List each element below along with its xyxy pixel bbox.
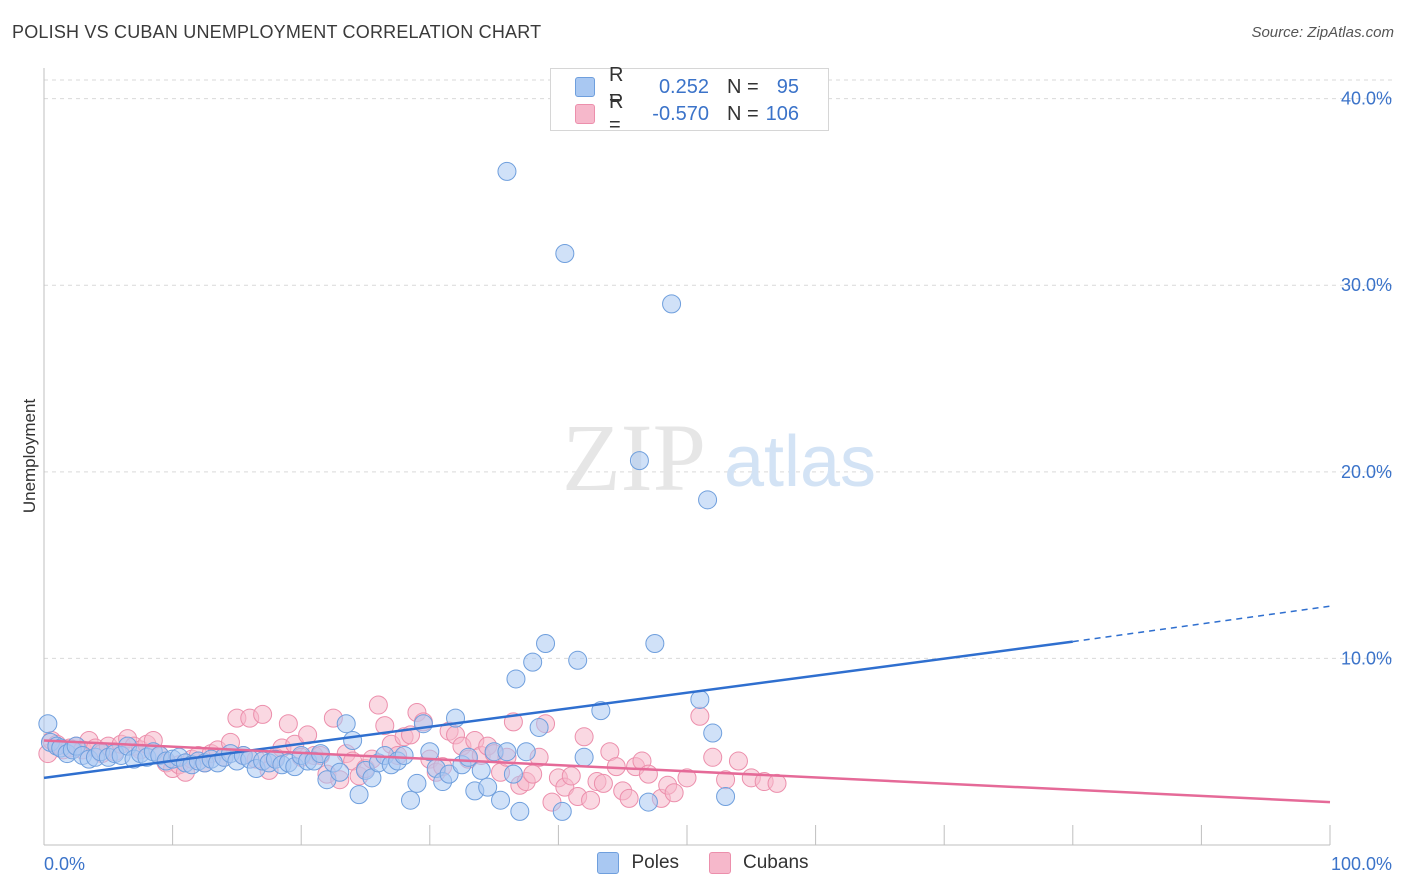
poles-point — [638, 792, 658, 812]
poles-trend-line — [43, 640, 1073, 780]
bottom-legend: Poles Cubans — [0, 852, 1406, 874]
poles-point — [574, 747, 594, 767]
cubans-point — [677, 768, 697, 788]
cubans-trend-line — [43, 739, 1331, 804]
y-tick-label: 20.0% — [1341, 462, 1392, 482]
poles-point — [330, 762, 350, 782]
poles-point — [38, 714, 58, 734]
chart-title: POLISH VS CUBAN UNEMPLOYMENT CORRELATION… — [12, 22, 542, 42]
poles-point — [662, 294, 682, 314]
cubans-point — [664, 783, 684, 803]
poles-point — [497, 742, 517, 762]
legend-n-label: N = — [727, 75, 759, 98]
poles-point — [698, 490, 718, 510]
x-tick-label: 100.0% — [1331, 854, 1392, 874]
poles-swatch — [597, 852, 620, 874]
legend-swatch-poles — [575, 77, 595, 97]
cubans-point — [619, 788, 639, 808]
poles-point — [401, 790, 421, 810]
cubans-point — [561, 766, 581, 786]
poles-point — [420, 742, 440, 762]
watermark-atlas: atlas — [724, 422, 876, 502]
poles-point — [478, 777, 498, 797]
bottom-legend-poles[interactable]: Poles — [597, 852, 679, 874]
poles-point — [703, 723, 723, 743]
poles-point — [413, 714, 433, 734]
poles-point — [407, 773, 427, 793]
poles-point — [343, 731, 363, 751]
y-tick-label: 30.0% — [1341, 275, 1392, 295]
poles-point — [503, 764, 523, 784]
cubans-label: Cubans — [743, 852, 809, 873]
cubans-point — [368, 695, 388, 715]
cubans-point — [690, 706, 710, 726]
poles-point — [690, 689, 710, 709]
cubans-point — [703, 747, 723, 767]
poles-point — [497, 161, 517, 181]
poles-point — [591, 701, 611, 721]
poles-point — [506, 669, 526, 689]
poles-point — [471, 760, 491, 780]
x-tick-label: 0.0% — [44, 854, 85, 874]
poles-point — [491, 790, 511, 810]
legend-n-value: 106 — [765, 102, 799, 125]
y-tick-label: 40.0% — [1341, 89, 1392, 109]
cubans-point — [593, 773, 613, 793]
y-tick-label: 10.0% — [1341, 648, 1392, 668]
poles-point — [516, 742, 536, 762]
cubans-point — [523, 764, 543, 784]
watermark: ZIP atlas — [562, 404, 876, 511]
poles-point — [716, 786, 736, 806]
legend: R = 0.252 N = 95 R = -0.570 N = 106 — [550, 64, 829, 136]
source-label: Source: ZipAtlas.com — [1251, 24, 1394, 41]
poles-point — [645, 633, 665, 653]
cubans-swatch — [709, 852, 732, 874]
legend-row-cubans: R = -0.570 N = 106 — [575, 91, 799, 136]
poles-point — [629, 451, 649, 471]
cubans-point — [638, 764, 658, 784]
poles-point — [349, 785, 369, 805]
legend-r-value: 0.252 — [658, 75, 709, 98]
legend-swatch-cubans — [575, 104, 595, 124]
poles-point — [510, 801, 530, 821]
poles-trend-extension — [1072, 605, 1331, 643]
cubans-point — [728, 751, 748, 771]
legend-n-label: N = — [727, 102, 759, 125]
poles-point — [552, 801, 572, 821]
cubans-point — [574, 727, 594, 747]
poles-point — [439, 764, 459, 784]
bottom-legend-cubans[interactable]: Cubans — [709, 852, 809, 874]
cubans-point — [253, 704, 273, 724]
poles-point — [555, 244, 575, 264]
legend-r-value: -0.570 — [652, 102, 709, 125]
poles-point — [336, 714, 356, 734]
legend-r-label: R = — [609, 64, 624, 109]
poles-point — [529, 717, 549, 737]
poles-point — [568, 650, 588, 670]
legend-r-label: R = — [609, 91, 624, 136]
tick-labels: 10.0% 20.0% 30.0% 40.0% 0.0% 100.0% — [44, 89, 1392, 874]
gridlines — [44, 79, 1392, 659]
poles-point — [536, 633, 556, 653]
poles-point — [523, 652, 543, 672]
cubans-point — [278, 714, 298, 734]
trend-lines — [43, 605, 1331, 804]
cubans-point — [581, 790, 601, 810]
legend-row-poles: R = 0.252 N = 95 — [575, 64, 799, 109]
legend-n-value: 95 — [776, 75, 799, 98]
cubans-point — [375, 716, 395, 736]
poles-point — [394, 745, 414, 765]
poles-label: Poles — [631, 852, 680, 873]
